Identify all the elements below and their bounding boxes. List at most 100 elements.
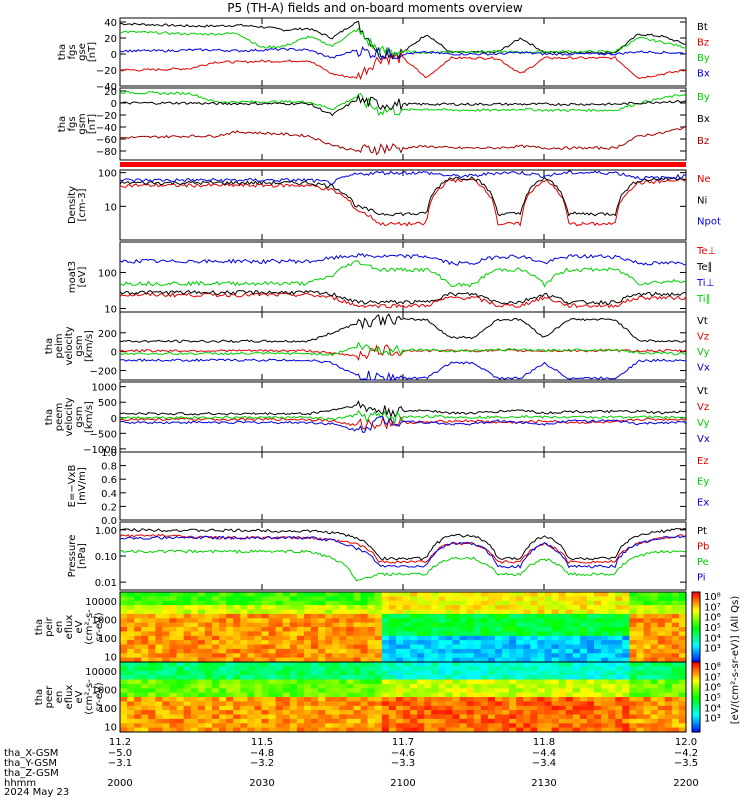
spectrogram-cell	[480, 679, 489, 685]
spectrogram-cell	[339, 705, 347, 711]
spectrogram-cell	[325, 627, 333, 632]
spectrogram-cell	[275, 609, 284, 615]
spectrogram-cell	[523, 683, 531, 689]
spectrogram-cell	[183, 675, 192, 680]
spectrogram-cell	[212, 727, 220, 733]
spectrogram-cell	[304, 653, 312, 659]
spectrogram-cell	[657, 618, 666, 624]
spectrogram-cell	[587, 692, 595, 698]
spectrogram-cell	[657, 679, 666, 685]
spectrogram-cell	[148, 618, 156, 624]
spectrogram-cell	[678, 710, 687, 715]
spectrogram-cell	[601, 727, 609, 733]
spectrogram-cell	[438, 670, 446, 676]
spectrogram-cell	[587, 718, 595, 724]
spectrogram-cell	[268, 697, 277, 702]
spectrogram-cell	[155, 688, 163, 694]
spectrogram-cell	[572, 596, 581, 602]
spectrogram-cell	[120, 666, 128, 672]
spectrogram-cell	[374, 705, 383, 711]
spectrogram-cell	[219, 618, 227, 624]
spectrogram-cell	[374, 653, 383, 659]
spectrogram-cell	[282, 675, 291, 680]
spectrogram-cell	[261, 618, 270, 624]
spectrogram-cell	[346, 679, 354, 685]
spectrogram-cell	[410, 670, 418, 676]
spectrogram-cell	[395, 705, 404, 711]
spectrogram-cell	[487, 683, 496, 689]
spectrogram-cell	[367, 727, 376, 733]
spectrogram-cell	[282, 701, 291, 707]
spectrogram-cell	[445, 622, 453, 628]
spectrogram-cell	[141, 635, 149, 641]
spectrogram-cell	[678, 622, 687, 628]
spectrogram-cell	[190, 701, 199, 707]
spectrogram-cell	[431, 675, 439, 680]
spectrogram-cell	[438, 675, 446, 680]
spectrogram-cell	[296, 592, 305, 597]
y-tick-label: 1.0	[101, 448, 117, 459]
spectrogram-cell	[523, 657, 531, 663]
spectrogram-cell	[275, 705, 284, 711]
spectrogram-cell	[565, 723, 574, 729]
spectrogram-cell	[657, 613, 666, 619]
spectrogram-cell	[381, 618, 390, 624]
spectrogram-cell	[325, 618, 333, 624]
spectrogram-cell	[487, 596, 496, 602]
spectrogram-cell	[410, 644, 418, 650]
spectrogram-cell	[261, 644, 270, 650]
spectrogram-cell	[495, 662, 503, 667]
spectrogram-cell	[261, 627, 270, 632]
spectrogram-cell	[544, 609, 553, 615]
spectrogram-cell	[587, 723, 595, 729]
spectrogram-cell	[360, 701, 369, 707]
spectrogram-cell	[530, 653, 538, 659]
colorbar-cell	[692, 648, 700, 651]
spectrogram-cell	[296, 618, 305, 624]
spectrogram-cell	[452, 609, 461, 615]
spectrogram-cell	[318, 718, 326, 724]
spectrogram-cell	[212, 666, 220, 672]
spectrogram-cell	[438, 635, 446, 641]
spectrogram-cell	[134, 675, 142, 680]
spectrogram-cell	[445, 670, 453, 676]
spectrogram-cell	[353, 596, 362, 602]
spectrogram-cell	[579, 697, 588, 702]
series-line-pb	[119, 533, 687, 565]
spectrogram-cell	[219, 727, 227, 733]
spectrogram-cell	[325, 727, 333, 733]
y-axis-label: [nPa]	[77, 543, 88, 569]
spectrogram-cell	[183, 692, 192, 698]
spectrogram-cell	[268, 596, 277, 602]
spectrogram-cell	[134, 622, 142, 628]
spectrogram-cell	[544, 675, 553, 680]
spectrogram-cell	[275, 723, 284, 729]
spectrogram-cell	[197, 679, 206, 685]
colorbar-cell	[692, 688, 700, 691]
spectrogram-cell	[127, 710, 135, 715]
spectrogram-cell	[537, 635, 545, 641]
spectrogram-cell	[311, 613, 319, 619]
spectrogram-cell	[240, 613, 248, 619]
spectrogram-cell	[678, 692, 687, 698]
spectrogram-cell	[176, 675, 185, 680]
legend-ti⊥: Ti⊥	[696, 278, 714, 289]
spectrogram-cell	[318, 613, 326, 619]
spectrogram-cell	[650, 644, 659, 650]
spectrogram-cell	[275, 618, 284, 624]
spectrogram-cell	[204, 710, 213, 715]
spectrogram-cell	[579, 622, 588, 628]
spectrogram-cell	[678, 653, 687, 659]
spectrogram-cell	[530, 666, 538, 672]
spectrogram-cell	[417, 670, 425, 676]
spectrogram-cell	[311, 657, 319, 663]
spectrogram-cell	[367, 653, 376, 659]
spectrogram-cell	[678, 697, 687, 702]
spectrogram-cell	[325, 714, 333, 720]
spectrogram-cell	[353, 701, 362, 707]
spectrogram-cell	[636, 701, 645, 707]
spectrogram-cell	[162, 714, 170, 720]
spectrogram-cell	[608, 701, 616, 707]
spectrogram-cell	[431, 697, 439, 702]
spectrogram-cell	[247, 723, 255, 729]
